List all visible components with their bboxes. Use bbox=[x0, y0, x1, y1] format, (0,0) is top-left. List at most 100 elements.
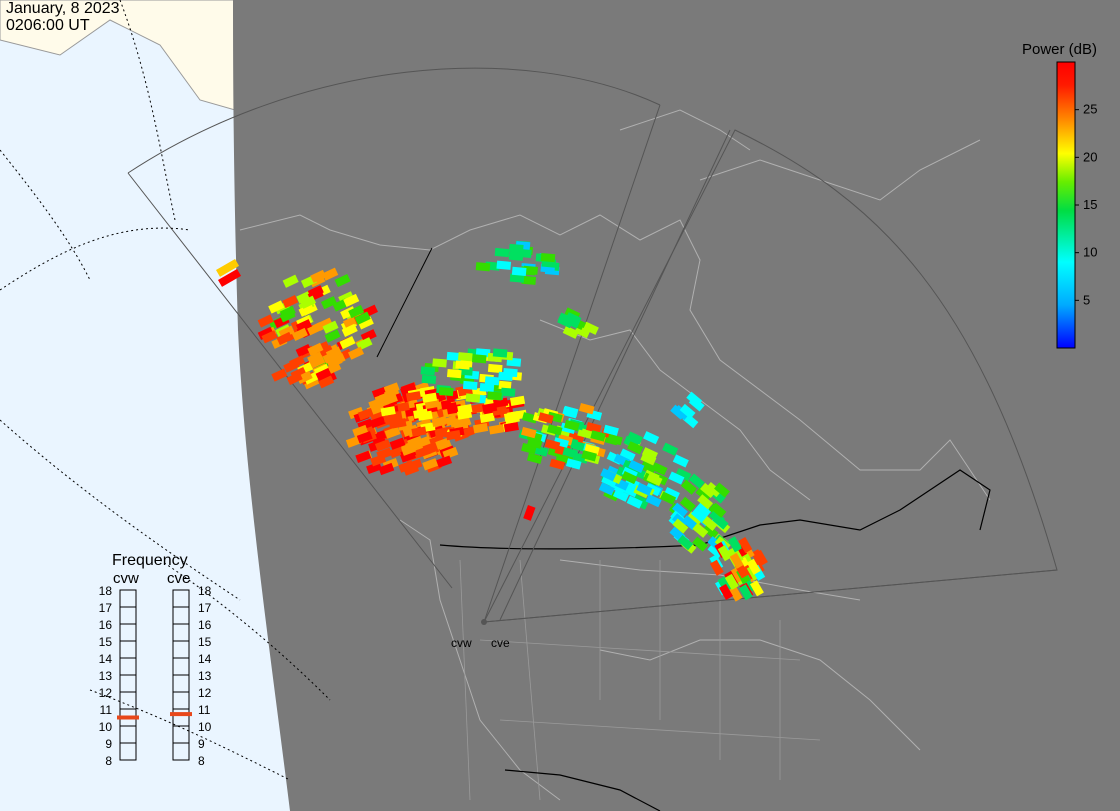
scatter-cell bbox=[546, 424, 563, 436]
scatter-cell bbox=[688, 473, 705, 489]
scatter-cell bbox=[673, 405, 690, 421]
scatter-cell bbox=[645, 494, 662, 508]
freq-tick-label: 16 bbox=[99, 618, 113, 632]
scatter-cell bbox=[692, 536, 709, 552]
scatter-cell bbox=[708, 509, 725, 525]
scatter-cell bbox=[218, 269, 242, 287]
scatter-cell bbox=[503, 421, 519, 433]
scatter-cell bbox=[388, 418, 404, 429]
scatter-cell bbox=[475, 262, 491, 272]
scatter-cell bbox=[672, 502, 688, 518]
scatter-cell bbox=[479, 383, 495, 393]
scatter-cell bbox=[636, 482, 653, 496]
scatter-cell bbox=[456, 409, 473, 420]
day-land-alaska bbox=[0, 0, 236, 111]
scatter-cell bbox=[406, 458, 423, 471]
scatter-cell bbox=[710, 502, 727, 518]
scatter-cell bbox=[557, 315, 574, 329]
scatter-cell bbox=[455, 360, 471, 370]
scatter-cell bbox=[326, 355, 343, 369]
scatter-cell bbox=[562, 325, 579, 339]
scatter-cell bbox=[257, 314, 274, 328]
scatter-cell bbox=[679, 496, 696, 512]
scatter-cell bbox=[493, 397, 509, 408]
scatter-cell bbox=[700, 482, 716, 499]
scatter-cell bbox=[383, 382, 400, 395]
scatter-cell bbox=[549, 458, 566, 470]
scatter-cell bbox=[322, 267, 339, 281]
scatter-cell bbox=[532, 445, 549, 457]
freq-tick-label: 13 bbox=[198, 669, 212, 683]
scatter-cell bbox=[582, 321, 599, 335]
scatter-cell bbox=[600, 468, 617, 482]
scatter-cell bbox=[435, 437, 452, 450]
scatter-cell bbox=[343, 293, 360, 308]
scatter-cell bbox=[318, 375, 335, 389]
freq-tick-label: 14 bbox=[99, 652, 113, 666]
scatter-cell bbox=[484, 376, 500, 386]
freq-tick-label: 17 bbox=[99, 601, 113, 615]
scatter-cell bbox=[354, 311, 371, 325]
scatter-cell bbox=[347, 346, 365, 360]
scatter-cell bbox=[450, 417, 466, 428]
scatter-cell bbox=[690, 507, 707, 523]
freq-tick-label: 17 bbox=[198, 601, 212, 615]
scatter-cell bbox=[424, 442, 441, 455]
scatter-cell bbox=[729, 552, 744, 569]
scatter-cell bbox=[436, 455, 453, 468]
scatter-cell bbox=[370, 430, 387, 443]
radar-label-cve: cve bbox=[491, 636, 510, 650]
scatter-cell bbox=[315, 367, 332, 382]
freq-marker-cve bbox=[170, 712, 192, 717]
scatter-cell bbox=[494, 247, 510, 258]
scatter-cell bbox=[520, 426, 537, 439]
scatter-cell bbox=[369, 416, 386, 429]
freq-tick-label: 13 bbox=[99, 669, 113, 683]
scatter-cell bbox=[389, 437, 406, 450]
scatter-cell bbox=[677, 535, 694, 551]
scatter-cell bbox=[271, 368, 288, 382]
scatter-cell bbox=[431, 416, 447, 427]
scatter-cell bbox=[289, 355, 306, 369]
scatter-cell bbox=[299, 295, 317, 309]
scatter-cell bbox=[420, 366, 436, 376]
scatter-cell bbox=[471, 354, 487, 364]
scatter-cell bbox=[309, 355, 326, 369]
scatter-cell bbox=[306, 322, 323, 336]
scatter-cell bbox=[310, 269, 327, 284]
scatter-cell bbox=[578, 402, 595, 415]
scatter-cell bbox=[341, 323, 358, 337]
scatter-cell bbox=[686, 391, 703, 407]
freq-tick-label: 12 bbox=[198, 686, 212, 700]
scatter-cell bbox=[376, 447, 393, 460]
colorbar-tick-label: 15 bbox=[1083, 197, 1097, 212]
scatter-cell bbox=[417, 410, 433, 421]
coastlines bbox=[239, 109, 991, 801]
scatter-cell bbox=[672, 518, 689, 534]
scatter-cell bbox=[668, 471, 685, 485]
scatter-cell bbox=[679, 403, 696, 419]
scatter-cell bbox=[470, 403, 486, 414]
frequency-title: Frequency bbox=[112, 552, 188, 569]
map-date: January, 8 2023 bbox=[6, 0, 120, 17]
scatter-cell bbox=[378, 462, 395, 476]
scatter-cell bbox=[749, 580, 764, 597]
scatter-cell bbox=[482, 402, 498, 414]
scatter-cell bbox=[380, 406, 396, 417]
freq-tick-label: 15 bbox=[99, 635, 113, 649]
scatter-cell bbox=[628, 459, 645, 473]
scatter-cell bbox=[459, 426, 476, 439]
freq-tick-label: 18 bbox=[99, 584, 113, 598]
scatter-cell bbox=[360, 329, 377, 343]
scatter-cell bbox=[663, 487, 680, 501]
scatter-cell bbox=[705, 482, 722, 498]
radar-backscatter bbox=[216, 240, 768, 602]
colorbar-tick-label: 25 bbox=[1083, 102, 1097, 117]
scatter-cell bbox=[374, 439, 391, 452]
scatter-cell bbox=[511, 266, 527, 276]
scatter-cell bbox=[603, 424, 619, 437]
scatter-cell bbox=[339, 335, 356, 350]
frequency-panel: Frequency cvw cve 18 17 16 15 14 13 12 11 10 9 8 18… bbox=[99, 552, 212, 768]
scatter-cell bbox=[607, 433, 623, 446]
